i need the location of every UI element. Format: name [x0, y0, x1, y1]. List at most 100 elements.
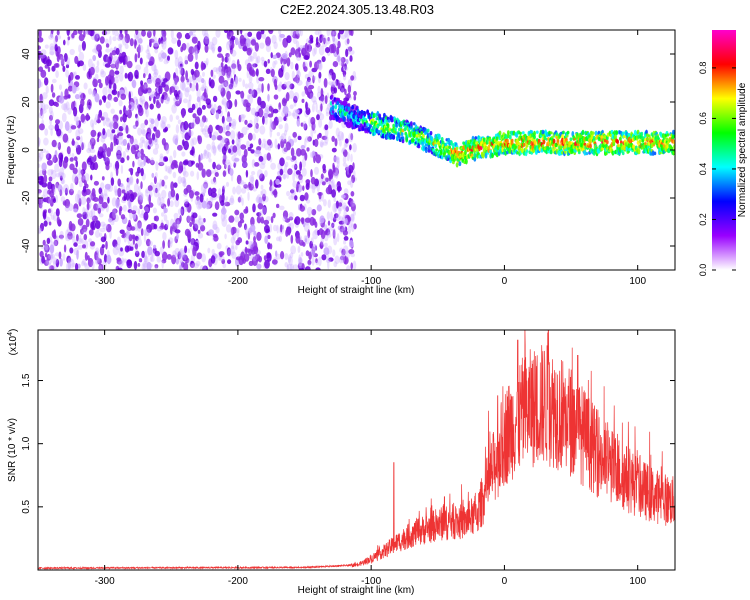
heatmap-cell [208, 230, 214, 237]
heatmap-cell [279, 168, 284, 176]
heatmap-cell [118, 56, 125, 63]
heatmap-cell [257, 83, 263, 92]
heatmap-cell [126, 182, 131, 188]
heatmap-cell [83, 82, 88, 90]
heatmap-cell [93, 32, 99, 42]
heatmap-cell [151, 172, 155, 178]
heatmap-cell [305, 38, 311, 45]
heatmap-cell [90, 215, 95, 220]
heatmap-cell [241, 187, 247, 194]
heatmap-cell [109, 162, 113, 168]
heatmap-cell [134, 223, 139, 232]
heatmap-cell [468, 145, 472, 150]
heatmap-cell [124, 107, 129, 116]
heatmap-cell [308, 84, 315, 90]
heatmap-cell [344, 101, 348, 106]
heatmap-cell [210, 69, 214, 78]
heatmap-cell [350, 75, 355, 81]
heatmap-cell [137, 44, 144, 53]
heatmap-cell [307, 76, 311, 83]
heatmap-cell [182, 180, 187, 187]
heatmap-cell [147, 52, 151, 61]
heatmap-cell [339, 228, 344, 234]
heatmap-cell [105, 101, 111, 109]
heatmap-cell [161, 138, 166, 146]
heatmap-cell [278, 68, 284, 78]
heatmap-cell [175, 217, 182, 225]
heatmap-cell [319, 140, 324, 148]
heatmap-cell [240, 144, 247, 150]
heatmap-cell [324, 135, 329, 144]
heatmap-cell [154, 250, 160, 257]
heatmap-cell [178, 65, 183, 76]
heatmap-cell [232, 80, 238, 88]
heatmap-cell [345, 121, 349, 127]
heatmap-cell [141, 250, 146, 258]
heatmap-cell [100, 69, 105, 75]
heatmap-cell [58, 95, 65, 104]
heatmap-cell [213, 179, 217, 185]
heatmap-cell [93, 180, 99, 186]
heatmap-cell [311, 246, 315, 256]
heatmap-cell [49, 118, 52, 126]
heatmap-cell [646, 137, 649, 141]
heatmap-cell [296, 79, 303, 86]
heatmap-cell [143, 233, 147, 243]
heatmap-cell [288, 212, 294, 220]
heatmap-cell [143, 255, 149, 265]
heatmap-cell [306, 147, 310, 152]
heatmap-cell [619, 136, 622, 141]
heatmap-cell [134, 235, 139, 242]
heatmap-cell [219, 252, 223, 258]
heatmap-cell [200, 61, 204, 71]
heatmap-cell [164, 207, 168, 214]
heatmap-cell [92, 197, 99, 202]
heatmap-cell [363, 110, 367, 117]
heatmap-cell [131, 210, 137, 215]
heatmap-cell [284, 72, 290, 81]
heatmap-cell [322, 141, 328, 146]
heatmap-cell [187, 248, 190, 254]
heatmap-cell [198, 154, 201, 164]
heatmap-cell [225, 104, 228, 113]
heatmap-cell [353, 91, 357, 96]
heatmap-cell [89, 137, 96, 147]
heatmap-cell [312, 100, 318, 105]
heatmap-cell [592, 135, 596, 141]
heatmap-cell [222, 185, 225, 195]
heatmap-cell [77, 194, 81, 203]
heatmap-cell [75, 75, 80, 80]
heatmap-cell [335, 169, 339, 179]
heatmap-cell [189, 82, 192, 89]
heatmap-cell [74, 141, 79, 149]
heatmap-cell [259, 125, 266, 135]
heatmap-cell [150, 159, 155, 166]
heatmap-cell [324, 95, 328, 105]
heatmap-cell [136, 152, 140, 161]
heatmap-cell [303, 55, 310, 60]
heatmap-cell [188, 94, 192, 102]
heatmap-cell [138, 185, 142, 192]
heatmap-cell [249, 174, 255, 183]
heatmap-cell [152, 72, 159, 77]
heatmap-cell [224, 101, 230, 109]
heatmap-cell [164, 165, 168, 172]
heatmap-cell [149, 103, 154, 110]
heatmap-cell [44, 245, 49, 251]
heatmap-cell [250, 241, 255, 248]
heatmap-cell [313, 123, 317, 129]
heatmap-cell [190, 122, 195, 129]
heatmap-cell [85, 113, 90, 122]
heatmap-cell [301, 91, 306, 97]
heatmap-cell [275, 178, 280, 185]
heatmap-cell [201, 253, 207, 263]
heatmap-cell [117, 187, 122, 198]
heatmap-cell [170, 181, 175, 192]
heatmap-cell [202, 153, 206, 160]
heatmap-cell [161, 94, 165, 100]
heatmap-cell [140, 123, 146, 129]
heatmap-cell [40, 109, 45, 120]
heatmap-cell [319, 95, 325, 106]
heatmap-cell [59, 189, 63, 197]
heatmap-cell [559, 145, 563, 150]
